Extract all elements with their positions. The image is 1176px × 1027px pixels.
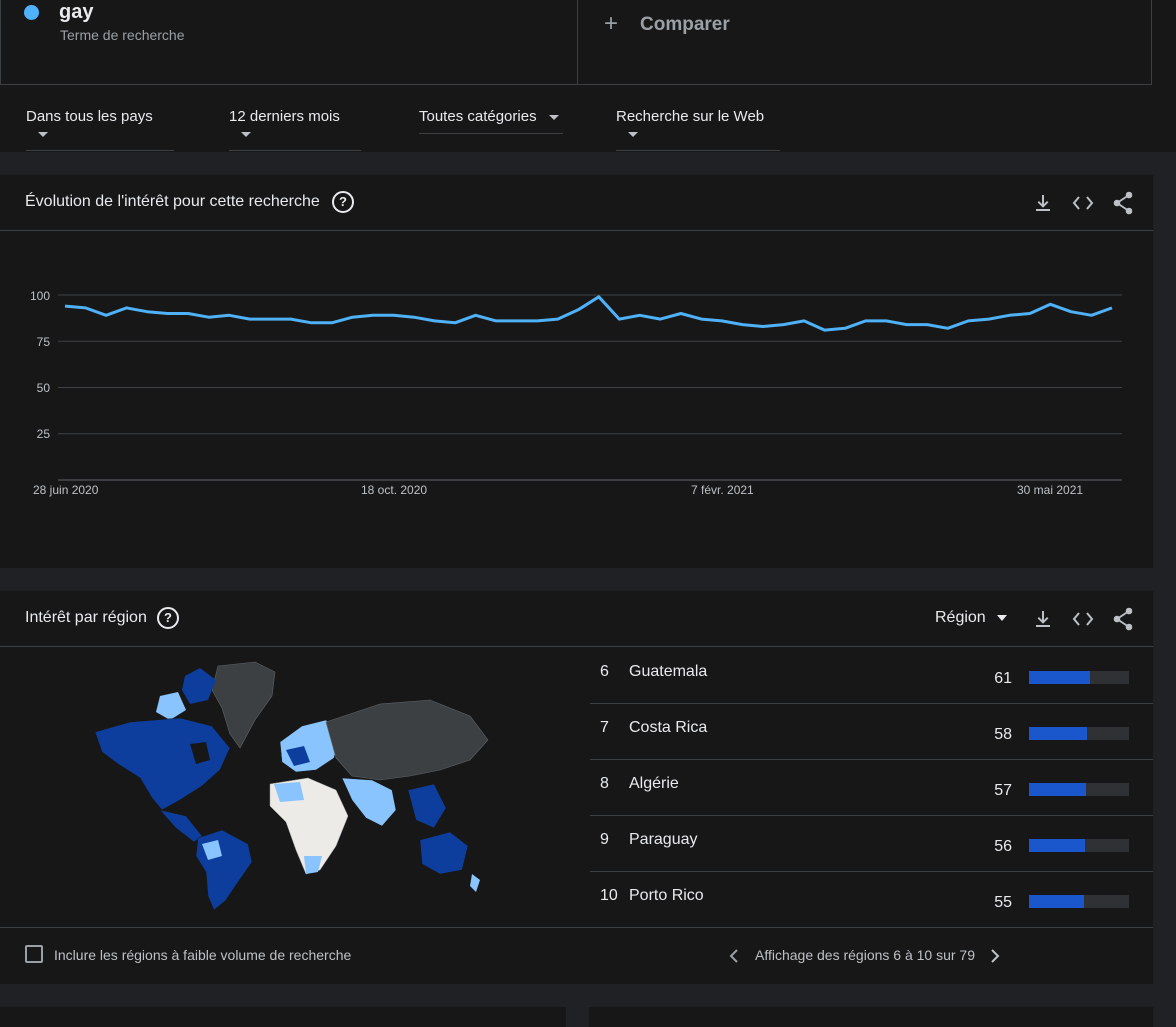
- row-divider: [590, 815, 1153, 816]
- region-bar-track: [1029, 671, 1129, 684]
- region-bar: [1029, 839, 1085, 852]
- low-volume-checkbox[interactable]: [25, 945, 43, 963]
- help-icon[interactable]: ?: [332, 191, 354, 213]
- region-level-label: Région: [935, 609, 986, 626]
- filter-country-label: Dans tous les pays: [26, 108, 153, 125]
- term-type-label: Terme de recherche: [60, 27, 185, 43]
- plus-icon[interactable]: +: [604, 10, 619, 37]
- compare-button[interactable]: Comparer: [640, 14, 730, 35]
- map-region-asia: [325, 699, 489, 781]
- term-color-dot: [24, 5, 39, 20]
- region-name[interactable]: Algérie: [629, 775, 679, 792]
- map-region-greenland: [211, 661, 276, 749]
- region-bar: [1029, 727, 1087, 740]
- trend-chart[interactable]: [0, 231, 1153, 531]
- region-rank: 8: [600, 775, 609, 792]
- region-value: 58: [994, 726, 1012, 743]
- filters-bar: Dans tous les pays 12 derniers mois Tout…: [0, 86, 1176, 152]
- low-volume-label: Inclure les régions à faible volume de r…: [54, 947, 352, 963]
- pagination-label: Affichage des régions 6 à 10 sur 79: [755, 947, 976, 963]
- row-divider: [590, 759, 1153, 760]
- chevron-down-icon: [628, 131, 638, 137]
- interest-over-time-title: Évolution de l'intérêt pour cette recher…: [25, 193, 320, 210]
- map-region-south-america: [195, 829, 253, 911]
- region-value: 61: [994, 670, 1012, 687]
- embed-icon[interactable]: [1072, 193, 1094, 213]
- region-rank: 10: [600, 887, 618, 904]
- region-name[interactable]: Porto Rico: [629, 887, 704, 904]
- y-tick-label: 50: [36, 381, 50, 395]
- region-bar: [1029, 671, 1090, 684]
- y-tick-label: 25: [36, 427, 50, 441]
- chevron-down-icon: [241, 131, 251, 137]
- region-bar-track: [1029, 895, 1129, 908]
- region-name[interactable]: Paraguay: [629, 831, 698, 848]
- map-region-central-america: [159, 809, 203, 843]
- filter-country[interactable]: Dans tous les pays: [26, 108, 174, 151]
- map-region-south-asia: [341, 777, 397, 827]
- map-region-arctic-islands: [156, 692, 186, 720]
- card-header-divider: [0, 646, 1153, 647]
- chevron-down-icon: [548, 114, 559, 120]
- map-region-australia: [419, 831, 469, 875]
- card-footer-divider: [0, 927, 1153, 928]
- region-value: 55: [994, 894, 1012, 911]
- y-tick-label: 100: [29, 289, 50, 303]
- chevron-left-icon[interactable]: [728, 948, 740, 964]
- x-tick-label: 28 juin 2020: [33, 483, 99, 497]
- region-rank: 9: [600, 831, 609, 848]
- x-tick-label: 30 mai 2021: [1017, 483, 1084, 497]
- related-topics-card: [0, 1007, 566, 1027]
- region-level-dropdown[interactable]: Région: [935, 609, 1007, 627]
- region-bar-track: [1029, 727, 1129, 740]
- interest-by-region-title: Intérêt par région: [25, 609, 147, 626]
- download-icon[interactable]: [1033, 609, 1053, 629]
- world-map[interactable]: [90, 660, 492, 912]
- map-region-north-america: [94, 717, 231, 811]
- region-rank: 6: [600, 663, 609, 680]
- region-value: 57: [994, 782, 1012, 799]
- card-header-divider: [0, 230, 1153, 231]
- row-divider: [590, 703, 1153, 704]
- download-icon[interactable]: [1033, 193, 1053, 213]
- share-icon[interactable]: [1112, 191, 1134, 215]
- region-bar-track: [1029, 839, 1129, 852]
- term-bar: [0, 0, 1176, 86]
- filter-period-label: 12 derniers mois: [229, 108, 340, 125]
- series-line[interactable]: [64, 295, 1113, 332]
- share-icon[interactable]: [1112, 607, 1134, 631]
- map-region-new-zealand: [470, 874, 480, 892]
- region-value: 56: [994, 838, 1012, 855]
- x-tick-label: 18 oct. 2020: [361, 483, 428, 497]
- related-queries-card: [589, 1007, 1153, 1027]
- help-icon[interactable]: ?: [157, 607, 179, 629]
- region-bar: [1029, 895, 1084, 908]
- interest-over-time-card: [0, 175, 1153, 568]
- map-region-canada-islands: [182, 668, 216, 704]
- region-name[interactable]: Guatemala: [629, 663, 708, 680]
- region-name[interactable]: Costa Rica: [629, 719, 708, 736]
- region-rank: 7: [600, 719, 609, 736]
- filter-period[interactable]: 12 derniers mois: [229, 108, 361, 151]
- map-region-southeast-asia: [407, 783, 447, 829]
- term-name[interactable]: gay: [59, 1, 94, 23]
- chevron-down-icon: [38, 131, 48, 137]
- embed-icon[interactable]: [1072, 609, 1094, 629]
- region-bar: [1029, 783, 1086, 796]
- chevron-down-icon: [996, 614, 1007, 621]
- compare-card[interactable]: [577, 0, 1152, 85]
- x-tick-label: 7 févr. 2021: [691, 483, 754, 497]
- region-bar-track: [1029, 783, 1129, 796]
- chevron-right-icon[interactable]: [989, 948, 1001, 964]
- y-tick-label: 75: [36, 335, 50, 349]
- map-region-africa: [269, 777, 349, 875]
- search-term-card[interactable]: [0, 0, 578, 85]
- filter-search-type-label: Recherche sur le Web: [616, 108, 765, 125]
- filter-category[interactable]: Toutes catégories: [419, 108, 563, 134]
- filter-category-label: Toutes catégories: [419, 108, 537, 125]
- filter-search-type[interactable]: Recherche sur le Web: [616, 108, 780, 151]
- row-divider: [590, 871, 1153, 872]
